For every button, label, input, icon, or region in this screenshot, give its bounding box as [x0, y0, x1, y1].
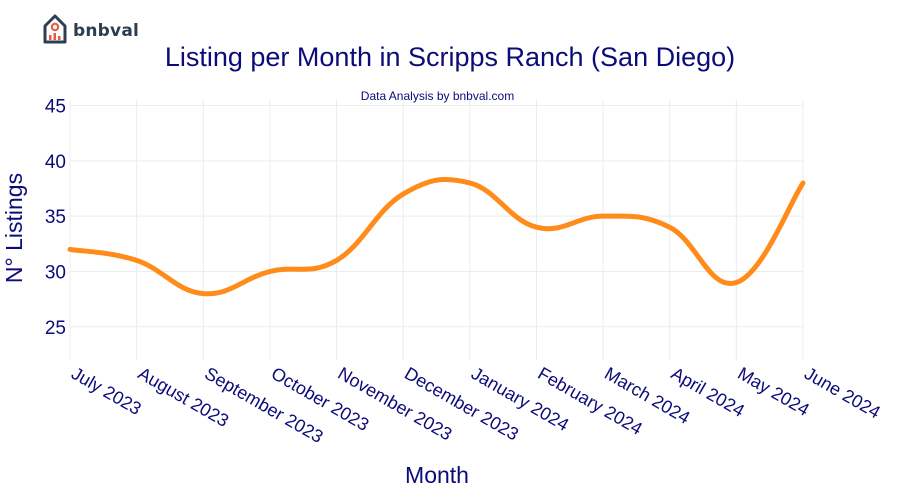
y-tick-label: 35	[45, 207, 66, 228]
brand-name: bnbval	[73, 20, 140, 41]
series-layer	[67, 176, 806, 297]
x-axis-label: Month	[405, 462, 469, 488]
y-tick-label: 30	[45, 262, 66, 283]
grid	[69, 100, 804, 360]
x-tick-label: May 2024	[734, 363, 812, 420]
y-axis-label: N° Listings	[1, 173, 27, 283]
y-axis-ticks: 25 30 35 40 45	[45, 97, 66, 339]
y-tick-label: 40	[45, 152, 66, 173]
chart-title: Listing per Month in Scripps Ranch (San …	[164, 42, 736, 72]
x-tick-label: July 2023	[68, 363, 145, 419]
series-line	[67, 176, 806, 297]
brand-logo: bnbval	[42, 12, 139, 49]
y-tick-label: 25	[45, 318, 66, 339]
x-tick-label: September 2023	[201, 363, 326, 447]
chart-subtitle: Data Analysis by bnbval.com	[360, 89, 515, 103]
y-tick-label: 45	[45, 97, 66, 118]
x-tick-label: June 2024	[801, 363, 884, 422]
house-chart-icon	[42, 12, 68, 49]
x-tick-label: November 2023	[335, 363, 456, 444]
x-tick-label: December 2023	[401, 363, 522, 444]
